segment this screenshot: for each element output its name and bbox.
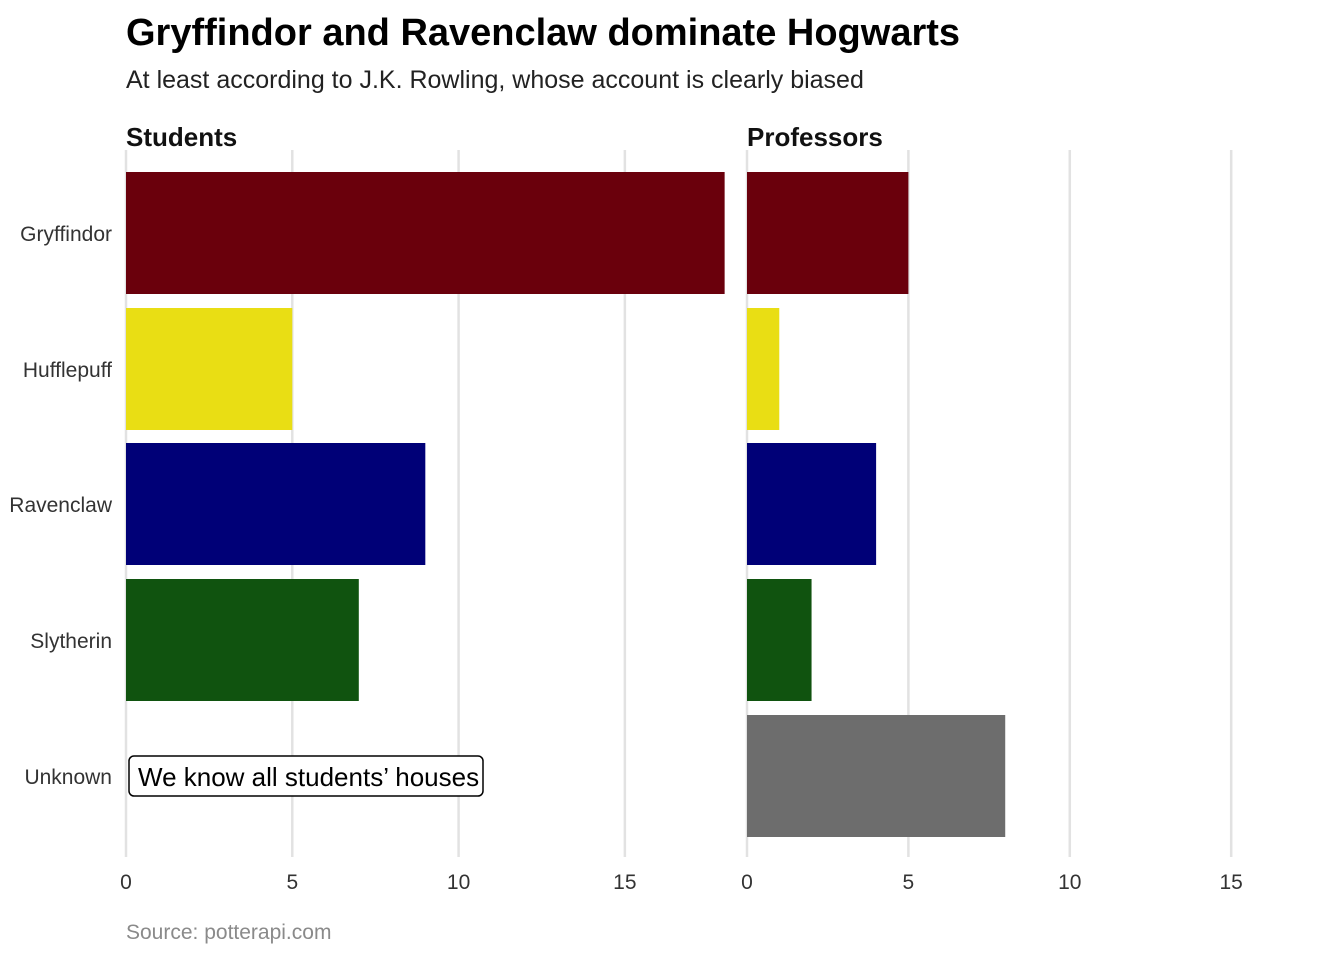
- bar-hufflepuff: [747, 308, 780, 430]
- bar-ravenclaw: [126, 443, 426, 565]
- bar-ravenclaw: [747, 443, 877, 565]
- source-caption: Source: potterapi.com: [126, 921, 331, 944]
- x-tick-label: 0: [741, 871, 753, 894]
- y-category-label: Ravenclaw: [9, 494, 113, 517]
- bar-hufflepuff: [126, 308, 293, 430]
- chart-title: Gryffindor and Ravenclaw dominate Hogwar…: [126, 12, 960, 54]
- panel-professors: 0 5 10 15 Professors: [741, 122, 1243, 894]
- bar-slytherin: [747, 579, 812, 701]
- panel-students: 0 5 10 15 Students Gryffindor Hufflepuff Ravenc…: [9, 122, 725, 894]
- panels: 0 5 10 15 Students Gryffindor Hufflepuff Ravenc…: [9, 122, 1243, 894]
- x-tick-label: 10: [447, 871, 470, 894]
- x-tick-label: 10: [1058, 871, 1081, 894]
- panel-title: Professors: [747, 122, 883, 152]
- x-tick-label: 0: [120, 871, 132, 894]
- annotation-box: [128, 755, 484, 797]
- chart-subtitle: At least according to J.K. Rowling, whos…: [126, 66, 864, 94]
- x-tick-label: 5: [286, 871, 298, 894]
- x-tick-label: 15: [1219, 871, 1242, 894]
- y-category-label: Slytherin: [30, 630, 112, 653]
- x-tick-label: 15: [613, 871, 636, 894]
- x-tick-label: 5: [903, 871, 915, 894]
- bar-unknown: [747, 715, 1006, 837]
- y-category-label: Unknown: [24, 766, 112, 789]
- bar-slytherin: [126, 579, 359, 701]
- panel-title: Students: [126, 122, 237, 152]
- bar-gryffindor: [747, 172, 909, 294]
- y-category-label: Gryffindor: [20, 223, 112, 246]
- annotation-text: We know all students’ houses: [138, 762, 479, 792]
- bar-gryffindor: [126, 172, 725, 294]
- y-category-label: Hufflepuff: [23, 359, 112, 382]
